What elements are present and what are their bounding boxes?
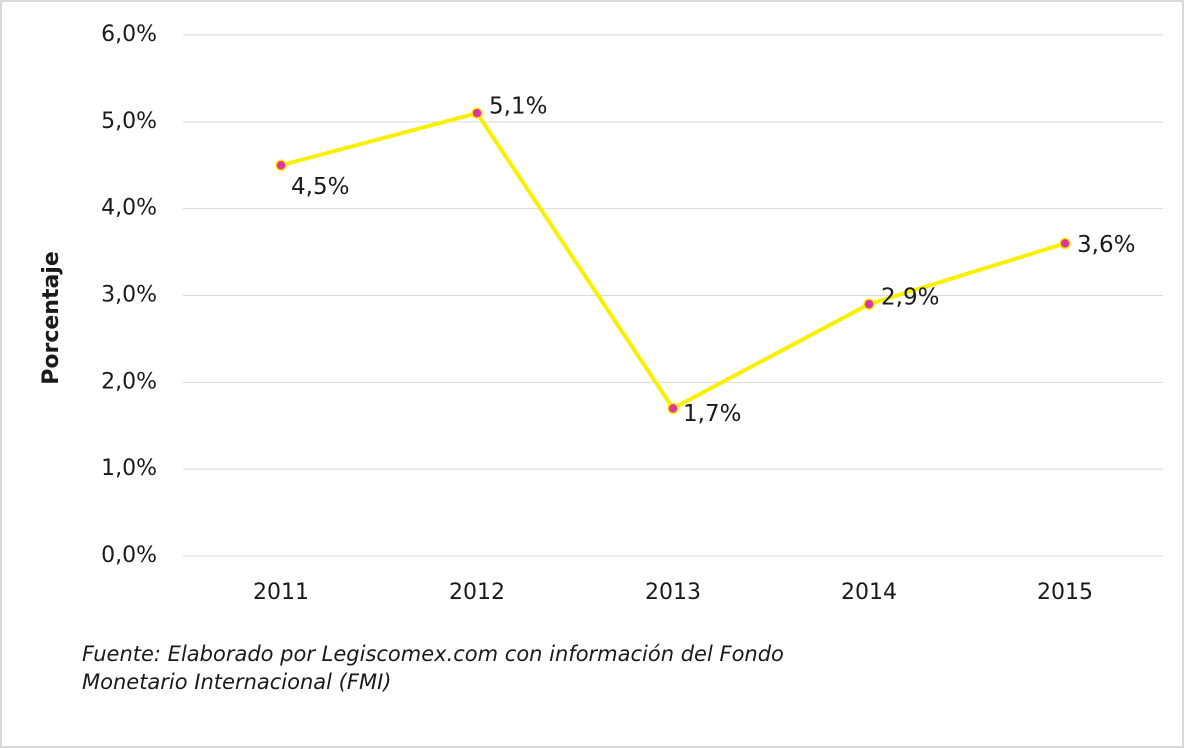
y-tick-label: 6,0% xyxy=(101,22,157,47)
y-tick-label: 0,0% xyxy=(101,543,157,568)
x-tick-label: 2013 xyxy=(645,580,701,605)
x-tick-label: 2012 xyxy=(449,580,505,605)
source-note: Fuente: Elaborado por Legiscomex.com con… xyxy=(82,642,784,694)
data-point xyxy=(1059,237,1071,250)
y-axis-label: Porcentaje xyxy=(39,251,64,385)
data-point xyxy=(275,159,287,171)
y-tick-label: 2,0% xyxy=(101,369,157,394)
data-label: 4,5% xyxy=(291,174,349,200)
y-tick-label: 5,0% xyxy=(101,109,157,134)
data-label: 5,1% xyxy=(489,94,547,120)
x-tick-label: 2011 xyxy=(253,580,309,605)
data-point xyxy=(863,298,875,310)
y-tick-label: 3,0% xyxy=(101,283,157,308)
data-line xyxy=(280,111,1066,411)
data-label: 2,9% xyxy=(881,285,939,311)
data-point xyxy=(471,107,483,119)
y-tick-label: 4,0% xyxy=(101,196,157,221)
data-label: 1,7% xyxy=(683,401,741,427)
data-label: 3,6% xyxy=(1077,232,1135,258)
y-tick-label: 1,0% xyxy=(101,456,157,481)
x-tick-label: 2014 xyxy=(841,580,897,605)
data-point xyxy=(667,402,679,415)
x-tick-label: 2015 xyxy=(1037,580,1093,605)
